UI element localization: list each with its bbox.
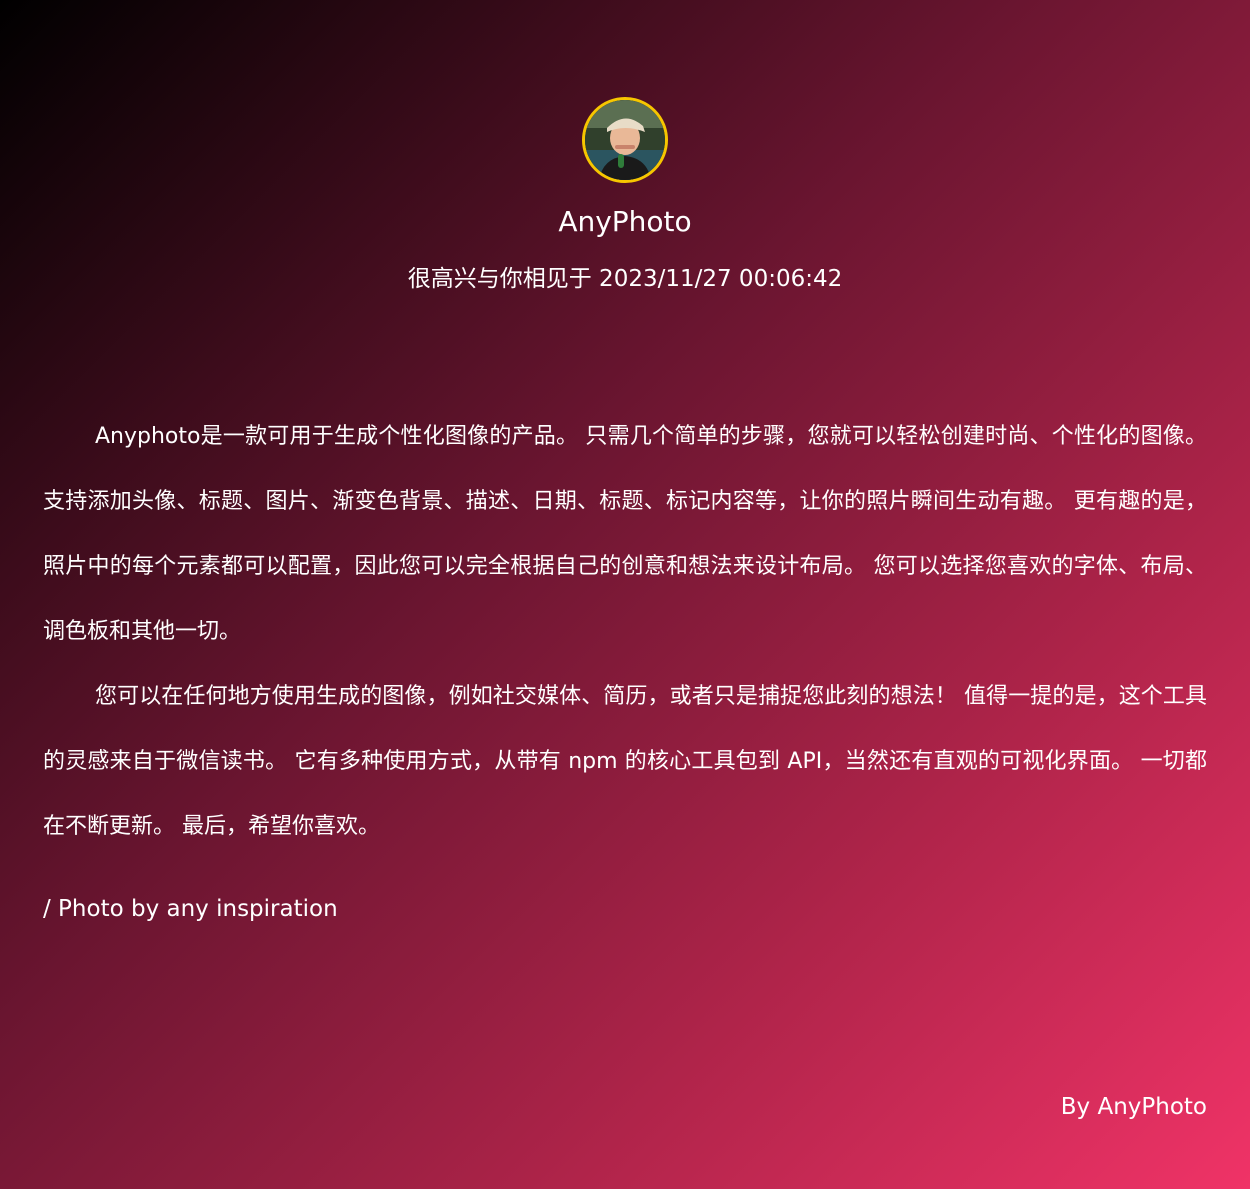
avatar bbox=[582, 97, 668, 183]
greeting-text: 很高兴与你相见于 2023/11/27 00:06:42 bbox=[407, 266, 843, 292]
description-paragraph: 您可以在任何地方使用生成的图像，例如社交媒体、简历，或者只是捕捉您此刻的想法！ … bbox=[43, 684, 1207, 839]
photo-credit: / Photo by any inspiration bbox=[43, 896, 338, 922]
portrait-photo-icon bbox=[585, 100, 665, 180]
avatar-frame bbox=[582, 97, 668, 183]
description-paragraph: Anyphoto是一款可用于生成个性化图像的产品。 只需几个简单的步骤，您就可以… bbox=[43, 424, 1207, 644]
brand-name: AnyPhoto bbox=[558, 205, 692, 238]
signature: By AnyPhoto bbox=[1060, 1094, 1207, 1120]
description-content: Anyphoto是一款可用于生成个性化图像的产品。 只需几个简单的步骤，您就可以… bbox=[43, 404, 1207, 859]
